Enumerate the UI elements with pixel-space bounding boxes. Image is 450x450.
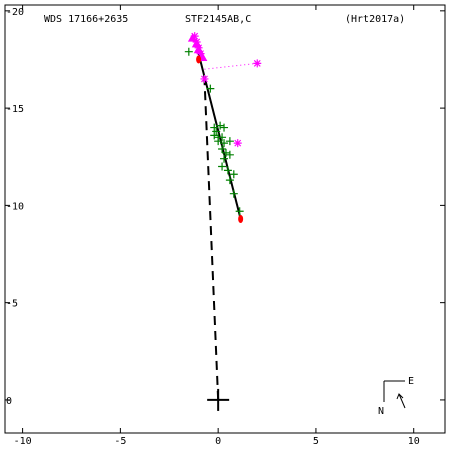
plus-point — [184, 47, 193, 56]
plus-mark — [225, 176, 234, 185]
y-tick-label: -10 — [6, 201, 24, 212]
asterisk-mark — [233, 139, 242, 148]
x-tick-label: 10 — [408, 436, 420, 447]
primary-connector-dashed-line — [203, 78, 220, 400]
plus-mark — [210, 131, 219, 140]
compass-east-label: E — [408, 376, 414, 387]
y-tick-label: -5 — [6, 299, 18, 310]
plus-point — [210, 131, 219, 140]
asterisk-mark — [200, 74, 209, 83]
plus-point — [218, 133, 227, 142]
plus-mark — [220, 139, 229, 148]
plus-point — [220, 139, 229, 148]
circle-point — [238, 215, 244, 223]
plus-point — [225, 137, 234, 146]
y-tick-label: -20 — [6, 7, 24, 18]
plus-mark — [225, 137, 234, 146]
plus-point — [214, 137, 223, 146]
plus-mark — [216, 121, 225, 130]
reference-label: (Hrt2017a) — [345, 14, 405, 25]
plus-point — [218, 162, 227, 171]
asterisk-mark — [196, 49, 205, 58]
plus-point — [229, 170, 238, 179]
plus-point — [216, 121, 225, 130]
pair-label: STF2145AB,C — [185, 14, 251, 25]
plus-mark — [229, 170, 238, 179]
plus-point — [221, 148, 230, 157]
circle-point — [196, 55, 202, 64]
motion-arrow-icon — [398, 393, 406, 409]
plus-point — [212, 127, 221, 136]
triangle-mark — [193, 44, 204, 54]
x-tick-label: -5 — [114, 436, 126, 447]
x-tick-label: 0 — [215, 436, 221, 447]
y-tick-label: -15 — [6, 104, 24, 115]
plus-mark — [214, 137, 223, 146]
plus-mark — [218, 162, 227, 171]
plus-point — [220, 154, 229, 163]
plus-point — [225, 176, 234, 185]
plus-point — [223, 166, 232, 175]
plot-frame — [4, 4, 446, 434]
motion-arrowhead-icon — [396, 393, 404, 400]
wds-id-label: WDS 17166+2635 — [44, 14, 128, 25]
plus-mark — [206, 84, 215, 93]
circle-mark — [196, 55, 202, 64]
plus-point — [210, 123, 219, 132]
plus-point — [218, 144, 227, 153]
data-layer — [184, 32, 262, 411]
plus-mark — [220, 154, 229, 163]
plus-mark — [225, 150, 234, 159]
y-tick-label: 0 — [6, 396, 12, 407]
plus-point — [225, 150, 234, 159]
x-tick-label: 5 — [313, 436, 319, 447]
triangle-mark — [187, 33, 198, 42]
asterisk-point — [196, 49, 205, 58]
compass-north-label: N — [378, 406, 384, 417]
circle-mark — [238, 215, 244, 223]
x-tick-label: -10 — [14, 436, 32, 447]
asterisk-mark — [253, 59, 262, 68]
compass-indicator: N E — [378, 376, 414, 417]
asterisk-point — [233, 139, 242, 148]
plus-mark — [218, 144, 227, 153]
plus-point — [206, 84, 215, 93]
plus-mark — [223, 166, 232, 175]
asterisk-point — [200, 74, 209, 83]
frame-layer: -10 -5 0 5 10 0 -5 -10 -15 -20 — [4, 4, 446, 447]
asterisk-mark — [190, 32, 199, 41]
plus-mark — [221, 148, 230, 157]
asterisk-point — [253, 59, 262, 68]
triangle-point — [187, 33, 198, 42]
plus-mark — [235, 207, 244, 216]
plus-mark — [229, 189, 238, 198]
plus-point — [220, 123, 229, 132]
asterisk-point — [190, 32, 199, 41]
plus-mark — [220, 123, 229, 132]
residual-dotted-line — [204, 62, 258, 70]
triangle-point — [193, 44, 204, 54]
plus-mark — [218, 133, 227, 142]
plus-point — [229, 189, 238, 198]
plus-mark — [212, 127, 221, 136]
plus-mark — [184, 47, 193, 56]
plus-mark — [210, 123, 219, 132]
plus-point — [235, 207, 244, 216]
